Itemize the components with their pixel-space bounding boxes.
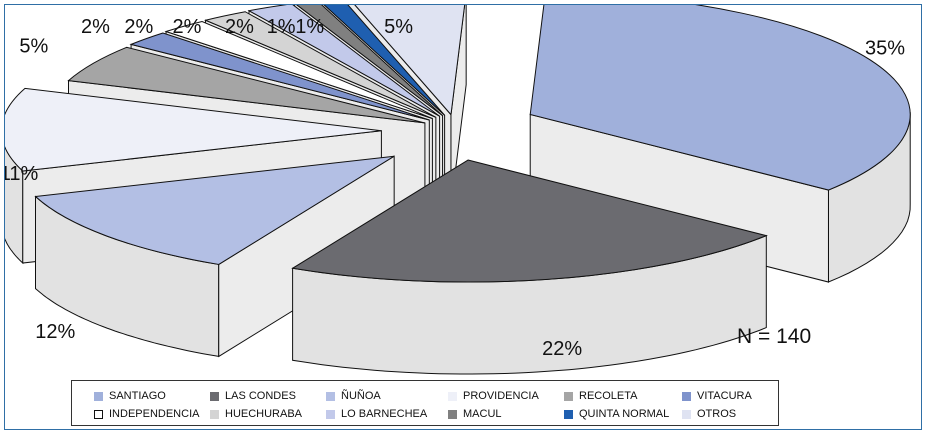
- slice-las-condes: [291, 159, 768, 283]
- legend-label-santiago: SANTIAGO: [109, 390, 166, 402]
- data-label-providencia: 11%: [5, 163, 38, 185]
- slice-otros: [354, 5, 466, 116]
- legend-item-providencia: PROVIDENCIA: [448, 390, 539, 402]
- legend-item-otros: OTROS: [682, 408, 736, 420]
- pie-chart: 35% 22% 12% 11% 5% 2% 2% 2% 2% 1%1% 5% N = 140: [5, 5, 911, 375]
- slice-lo-barnechea: [247, 5, 440, 117]
- pie-tops: [5, 5, 911, 283]
- legend-label-vitacura: VITACURA: [697, 390, 752, 402]
- legend-label-otros: OTROS: [697, 408, 737, 420]
- slice-santiago: [529, 5, 911, 191]
- legend: SANTIAGO LAS CONDES ÑUÑOA PROVIDENCIA RECOLE…: [71, 380, 779, 426]
- data-label-huechuraba: 2%: [173, 16, 202, 38]
- legend-item-santiago: SANTIAGO: [94, 390, 166, 402]
- sample-size-annotation: N = 140: [737, 325, 811, 348]
- legend-item-las-condes: LAS CONDES: [210, 390, 296, 402]
- legend-label-macul: MACUL: [463, 408, 502, 420]
- slice-quinta-normal: [323, 5, 445, 116]
- legend-swatch-otros: [682, 409, 691, 419]
- data-label-quinta-normal: 1%: [295, 16, 324, 38]
- legend-label-independencia: INDEPENDENCIA: [109, 408, 200, 420]
- legend-swatch-providencia: [448, 391, 457, 401]
- slice-vitacura: [129, 32, 430, 121]
- legend-label-nunoa: ÑUÑOA: [341, 390, 381, 402]
- slice-macul: [296, 5, 443, 117]
- legend-swatch-huechuraba: [210, 409, 219, 419]
- legend-item-vitacura: VITACURA: [682, 390, 752, 402]
- legend-swatch-quinta-normal: [564, 409, 573, 419]
- legend-item-macul: MACUL: [448, 408, 502, 420]
- slice-providencia: [5, 87, 382, 172]
- legend-item-huechuraba: HUECHURABA: [210, 408, 302, 420]
- legend-item-lo-barnechea: LO BARNECHEA: [326, 408, 427, 420]
- data-label-independencia: 2%: [124, 16, 153, 38]
- legend-swatch-santiago: [94, 391, 103, 401]
- legend-swatch-independencia: [94, 409, 103, 419]
- legend-item-recoleta: RECOLETA: [564, 390, 637, 402]
- legend-label-las-condes: LAS CONDES: [225, 390, 296, 402]
- legend-swatch-las-condes: [210, 391, 219, 401]
- slice-independencia: [164, 20, 433, 120]
- legend-swatch-lo-barnechea: [326, 409, 335, 419]
- data-label-recoleta: 5%: [19, 36, 48, 58]
- legend-label-recoleta: RECOLETA: [579, 390, 638, 402]
- legend-item-independencia: INDEPENDENCIA: [94, 408, 199, 420]
- legend-swatch-nunoa: [326, 391, 335, 401]
- legend-label-quinta-normal: QUINTA NORMAL: [579, 408, 670, 420]
- legend-swatch-macul: [448, 409, 457, 419]
- legend-label-lo-barnechea: LO BARNECHEA: [341, 408, 428, 420]
- legend-item-quinta-normal: QUINTA NORMAL: [564, 408, 669, 420]
- slice-nunoa: [34, 155, 395, 265]
- legend-swatch-recoleta: [564, 391, 573, 401]
- slice-recoleta: [67, 46, 426, 124]
- data-label-otros: 5%: [384, 16, 413, 38]
- data-label-nunoa: 12%: [35, 321, 75, 343]
- legend-item-nunoa: ÑUÑOA: [326, 390, 381, 402]
- data-label-vitacura: 2%: [81, 16, 110, 38]
- pie-labels: 35% 22% 12% 11% 5% 2% 2% 2% 2% 1%1% 5%: [5, 16, 905, 360]
- data-label-lo-barnechea: 2%: [225, 16, 254, 38]
- chart-frame: 35% 22% 12% 11% 5% 2% 2% 2% 2% 1%1% 5% N = 140 SAN…: [4, 4, 922, 430]
- legend-label-huechuraba: HUECHURABA: [225, 408, 303, 420]
- data-label-santiago: 35%: [865, 37, 905, 59]
- legend-swatch-vitacura: [682, 391, 691, 401]
- data-label-macul: 1%: [267, 16, 296, 38]
- slice-huechuraba: [203, 11, 437, 118]
- legend-label-providencia: PROVIDENCIA: [463, 390, 539, 402]
- data-label-las-condes: 22%: [542, 338, 582, 360]
